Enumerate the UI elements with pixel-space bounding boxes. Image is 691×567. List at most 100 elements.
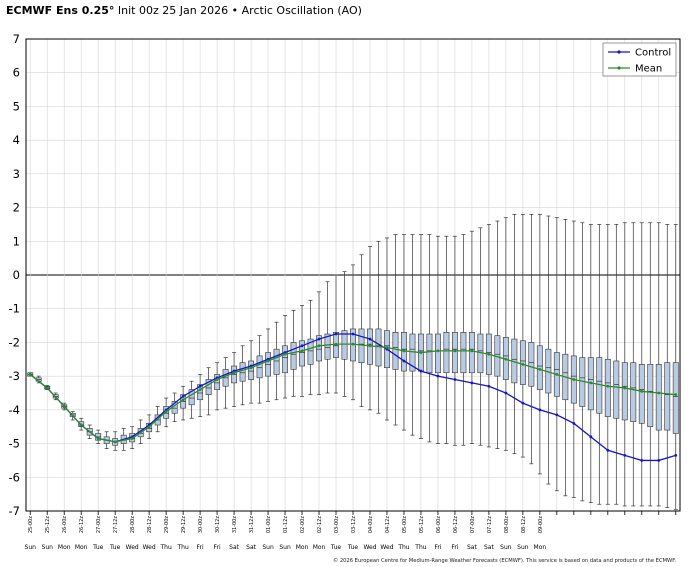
control-point [572,421,576,425]
x-date-label: 07-12z [487,516,493,534]
legend-control-label: Control [635,48,671,59]
mean-point [334,342,338,346]
control-point [334,332,338,336]
model-name: ECMWF Ens 0.25° [6,4,115,17]
x-date-label: 28-00z [130,516,136,534]
x-date-label: 30-12z [215,516,221,534]
x-date-label: 08-00z [504,516,510,534]
control-point [181,394,185,398]
x-date-label: 27-00z [96,516,102,534]
mean-point [419,351,423,354]
x-day-label: Wed [380,544,393,551]
x-date-label: 30-00z [198,516,204,534]
box-iqr [341,330,348,360]
x-date-label: 29-00z [164,516,170,534]
x-date-label: 02-00z [300,516,306,534]
legend-box [602,42,677,77]
mean-point [317,344,321,348]
box-iqr [273,348,280,375]
mean-point [606,384,610,388]
x-day-label: Sun [262,544,274,551]
mean-point [385,346,389,349]
box-iqr [248,360,255,380]
mean-point [215,378,219,381]
x-axis: 25-00z Sun 25-12z Sun 26-00z Mon 26-12z Mon 27-0… [25,511,677,551]
y-tick-label: -5 [9,437,20,451]
mean-point [96,437,100,440]
control-point [317,337,321,341]
mean-point [504,357,508,361]
mean-point [555,373,559,376]
box-iqr [460,332,467,374]
mean-point [283,352,287,356]
box-iqr [256,355,263,379]
control-point [674,453,678,457]
y-tick-label: -1 [9,302,20,316]
x-day-label: Mon [534,544,547,551]
x-date-label: 01-12z [283,516,289,534]
legend: Control Mean [602,42,677,77]
x-day-label: Wed [126,544,139,551]
y-axis: 7 6 5 4 3 2 1 0 -1 -2 -3 -4 -5 -6 -7 [9,32,20,518]
box-iqr [299,340,305,367]
x-date-label: 09-00z [538,516,544,534]
box-iqr [528,342,535,387]
y-tick-label: -6 [9,470,20,484]
mean-point [623,386,627,390]
box-iqr [392,332,399,370]
mean-point [232,371,236,375]
x-day-label: Tue [109,544,121,551]
mean-point [572,378,576,381]
box-iqr [324,333,331,360]
y-tick-label: -3 [9,369,20,383]
y-tick-label: 2 [13,201,20,215]
x-date-label: 26-00z [62,516,68,534]
control-point [300,344,304,348]
x-date-label: 08-12z [521,516,527,534]
chart-subtitle: Init 00z 25 Jan 2026 • Arctic Oscillatio… [117,4,362,17]
x-date-label: 26-12z [79,516,85,534]
x-day-label: Fri [197,544,204,551]
x-date-label: 04-00z [368,516,374,534]
control-point [589,435,593,439]
mean-point [266,359,270,363]
series-lines [28,332,678,462]
box-iqr [621,362,628,421]
control-point [504,391,508,395]
control-point [487,384,491,388]
box-iqr [647,364,654,428]
x-day-label: Sat [467,544,477,551]
y-tick-label: 5 [13,99,20,113]
box-iqr [536,345,543,390]
mean-point [28,373,32,376]
mean-point [521,362,525,366]
x-date-label: 03-12z [351,516,357,534]
y-tick-label: 7 [13,32,20,46]
x-day-label: Sat [229,544,239,551]
x-day-label: Fri [214,544,221,551]
x-day-label: Sun [42,544,54,551]
box-iqr [307,338,314,365]
x-date-label: 01-00z [266,516,272,534]
x-day-label: Sun [25,544,37,551]
x-date-label: 25-00z [28,516,34,534]
x-date-label: 05-00z [402,516,408,534]
x-day-label: Sun [500,544,512,551]
x-day-label: Tue [92,544,104,551]
x-day-label: Tue [347,544,359,551]
box-iqr [214,374,221,390]
mean-point [79,423,83,427]
x-date-label: 31-12z [249,516,255,534]
control-point [640,459,644,462]
x-date-label: 06-12z [453,516,459,534]
box-iqr [290,342,297,370]
x-day-label: Mon [75,544,88,551]
legend-mean-marker [617,66,621,70]
y-tick-label: -4 [9,403,20,417]
x-date-label: 06-00z [436,516,442,534]
mean-point [62,405,66,408]
box-iqr [630,362,637,422]
box-iqr [655,364,662,431]
box-iqr [375,328,382,367]
